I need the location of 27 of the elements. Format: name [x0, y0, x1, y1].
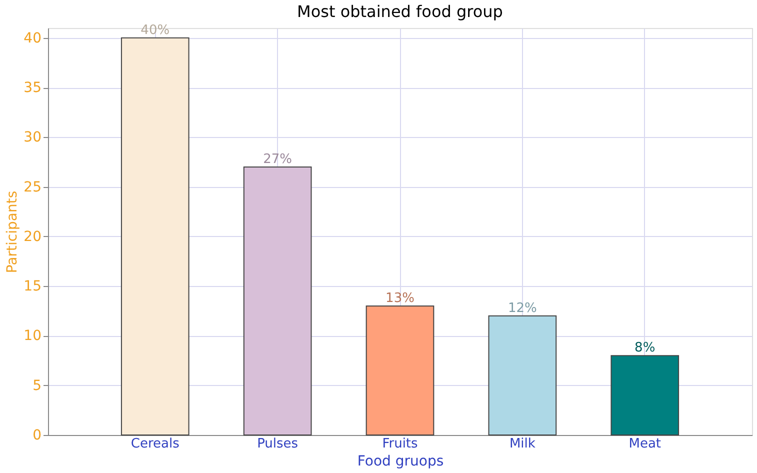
data-label: 8%: [634, 340, 656, 356]
y-tick-label: 25: [24, 179, 42, 196]
y-tick-label: 30: [24, 130, 42, 146]
data-label: 27%: [263, 152, 292, 167]
x-tick-label: Fruits: [382, 436, 418, 452]
y-tick-label: 0: [32, 428, 42, 444]
x-tick-label: Pulses: [257, 436, 298, 452]
bar: [366, 305, 434, 436]
y-tick-label: 35: [24, 80, 42, 96]
bar: [243, 166, 312, 436]
y-tick-label: 20: [24, 228, 42, 245]
x-tick-label: Cereals: [130, 436, 180, 452]
x-axis-title: Food gruops: [357, 454, 444, 470]
data-label: 12%: [508, 300, 537, 316]
y-tick-label: 10: [24, 328, 42, 344]
y-tick-label: 40: [24, 30, 42, 46]
y-tick-label: 15: [24, 278, 42, 295]
bar: [120, 37, 190, 436]
y-tick-label: 5: [32, 378, 42, 394]
bar: [610, 355, 680, 436]
bar: [488, 315, 557, 436]
data-label: 13%: [386, 290, 414, 306]
x-tick-label: Meat: [628, 436, 662, 452]
chart-title: Most obtained food group: [297, 2, 503, 21]
y-axis-title: Participants: [4, 190, 21, 274]
x-tick-label: Milk: [509, 436, 536, 452]
data-label: 40%: [140, 22, 170, 38]
